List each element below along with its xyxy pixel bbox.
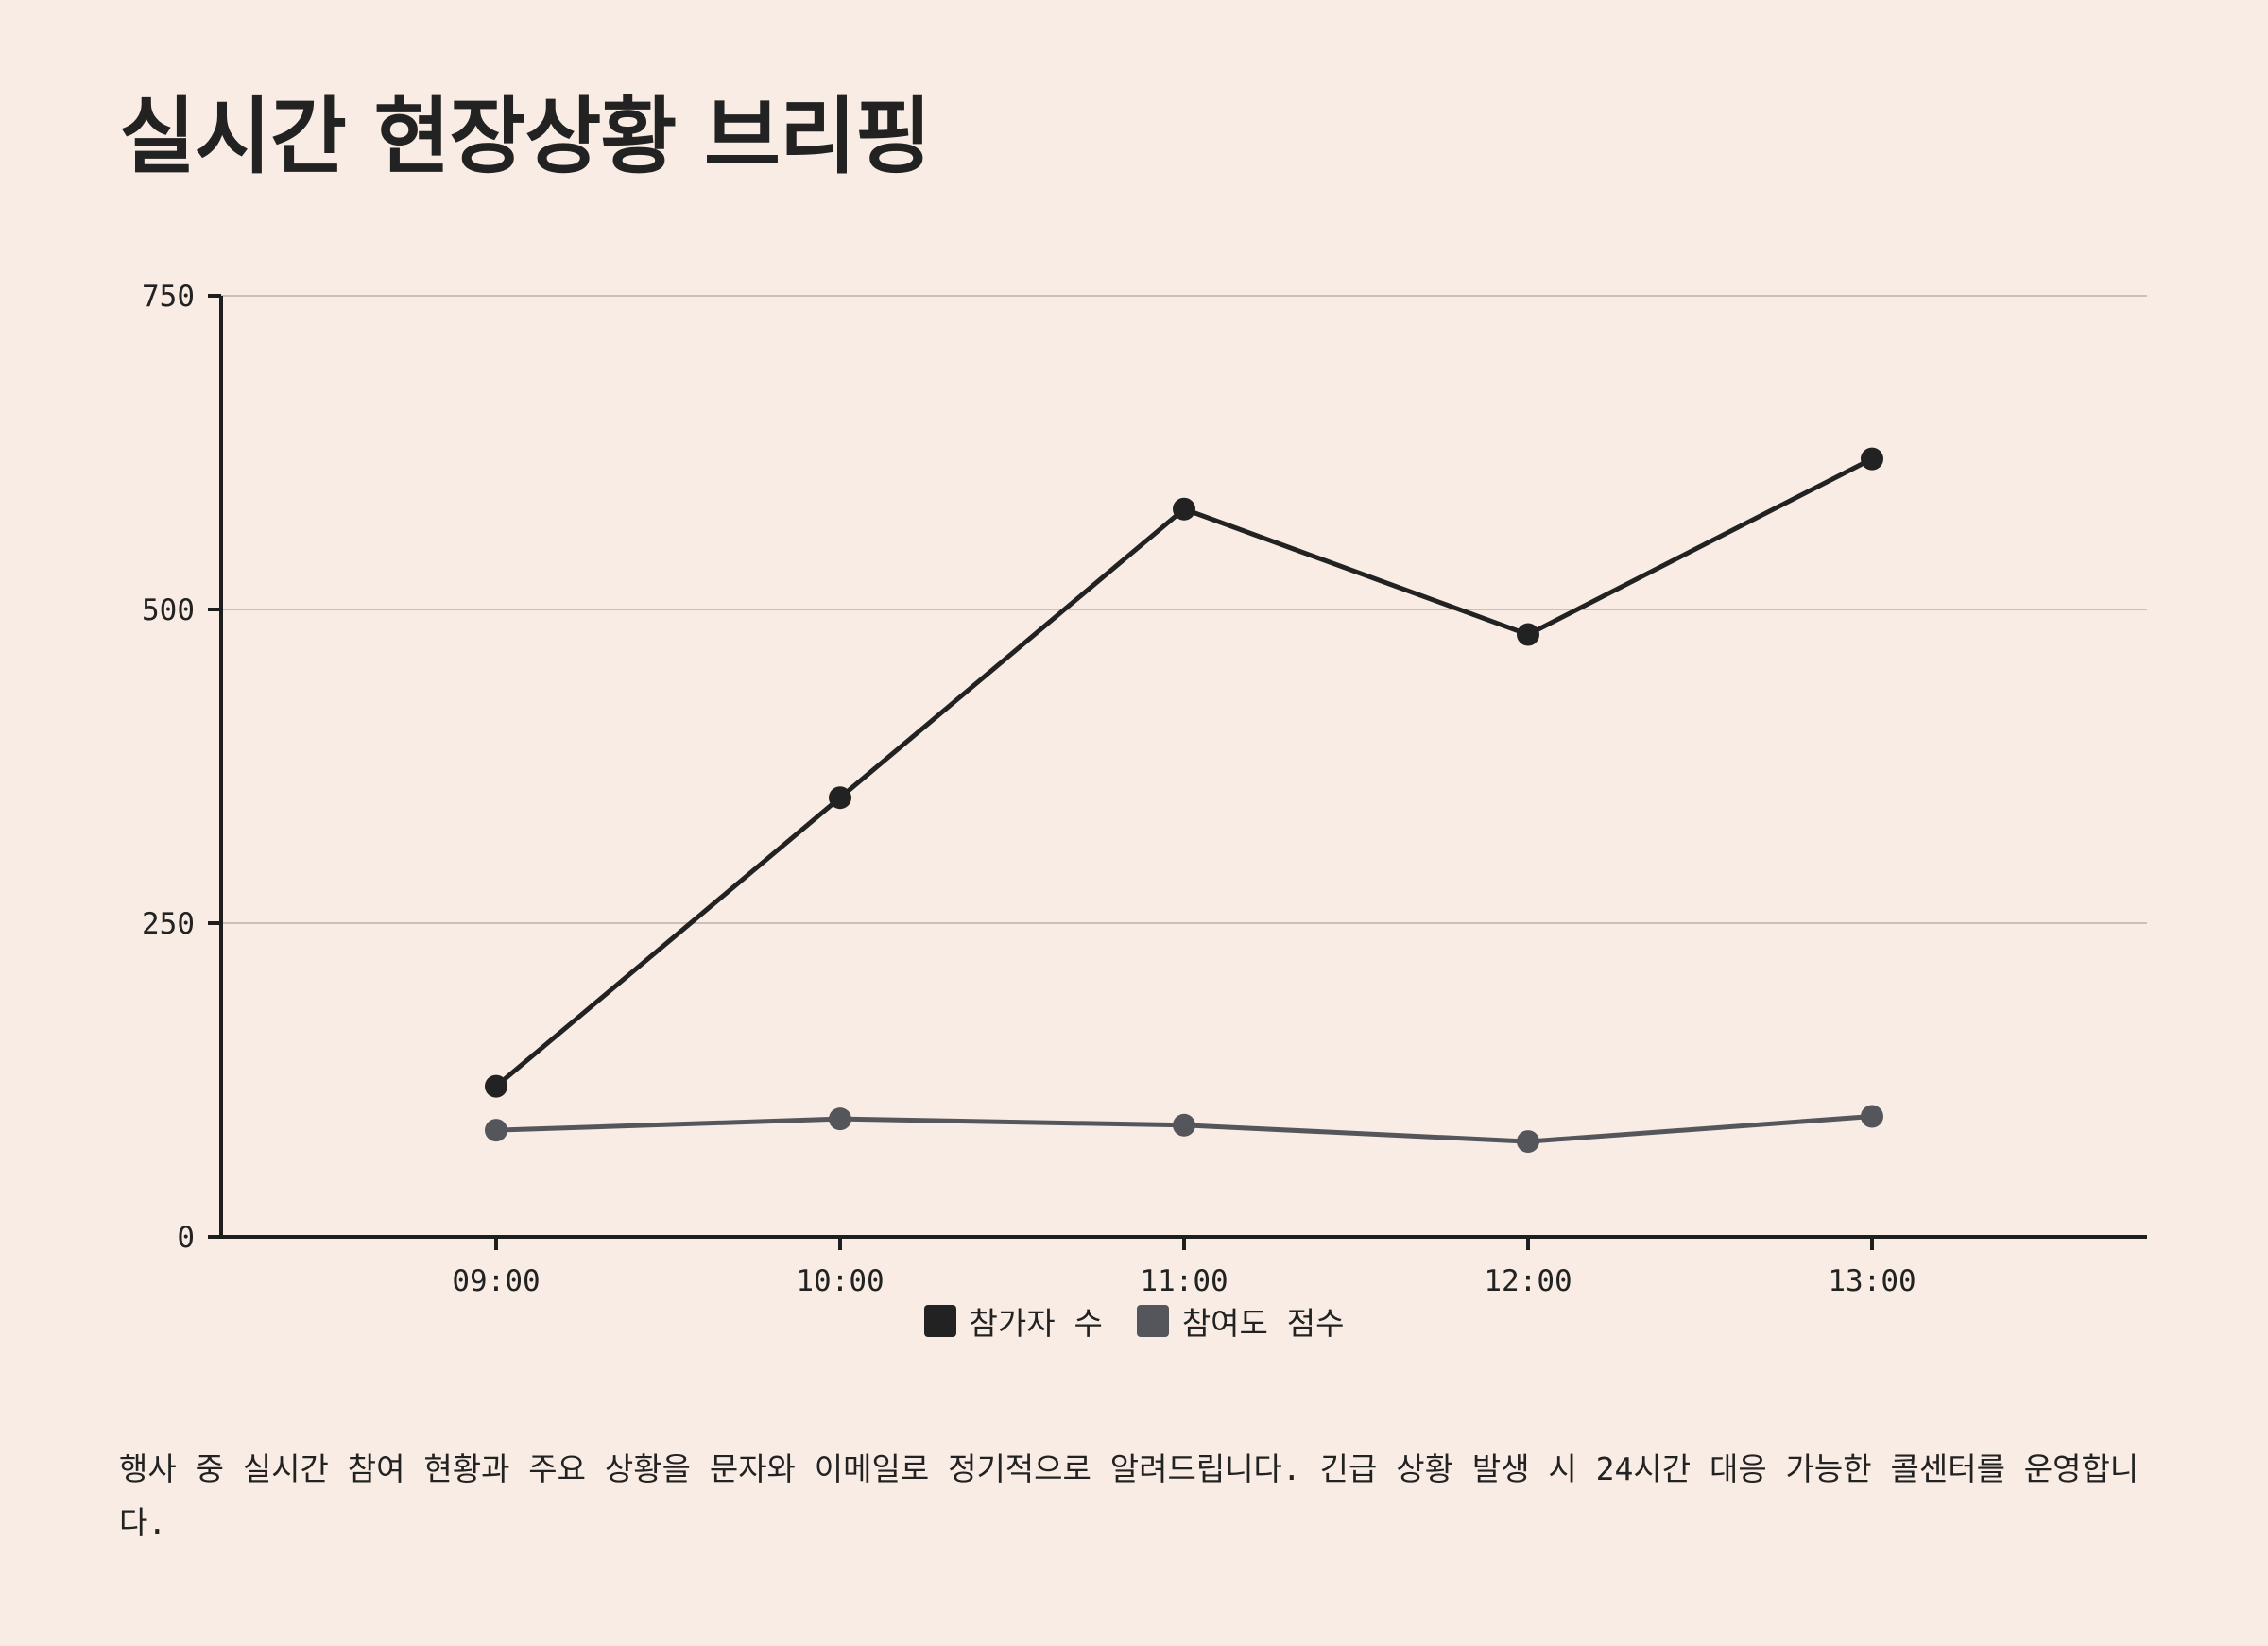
x-tick-label: 11:00: [1140, 1264, 1228, 1298]
legend-item-participants: 참가자 수: [923, 1298, 1103, 1344]
x-tick-label: 10:00: [796, 1264, 884, 1298]
data-point: [1517, 623, 1539, 646]
y-tick-label: 250: [142, 907, 195, 941]
legend-label-participants: 참가자 수: [969, 1305, 1103, 1342]
data-point: [829, 786, 851, 810]
series-participants: [485, 447, 1883, 1098]
y-tick-labels: 0 250 500 750: [142, 280, 195, 1255]
x-tick-labels: 09:00 10:00 11:00 12:00 13:00: [452, 1264, 1916, 1298]
data-point: [1861, 447, 1883, 471]
data-point: [485, 1074, 507, 1098]
legend-swatch-participants: [923, 1305, 956, 1337]
legend-label-engagement: 참여도 점수: [1181, 1305, 1345, 1342]
legend: 참가자 수 참여도 점수: [0, 1298, 2268, 1344]
data-point: [1173, 497, 1195, 521]
series-lines: [485, 447, 1883, 1154]
data-point: [1517, 1130, 1539, 1154]
data-point: [1173, 1113, 1195, 1137]
y-tick-label: 500: [142, 593, 195, 627]
gridlines: [221, 295, 2147, 924]
y-tick-label: 0: [177, 1221, 195, 1255]
y-tick-label: 750: [142, 280, 195, 314]
data-point: [485, 1119, 507, 1142]
axes: [208, 294, 2147, 1250]
data-point: [1861, 1105, 1883, 1128]
legend-swatch-engagement: [1136, 1305, 1169, 1337]
data-point: [829, 1107, 851, 1131]
x-tick-label: 12:00: [1484, 1264, 1572, 1298]
briefing-note: 행사 중 실시간 참여 현황과 주요 상황을 문자와 이메일로 정기적으로 알려…: [119, 1450, 2139, 1541]
legend-item-engagement: 참여도 점수: [1136, 1298, 1345, 1344]
x-tick-label: 09:00: [452, 1264, 540, 1298]
series-line: [494, 456, 1874, 1089]
page-title: 실시간 현장상황 브리핑: [119, 88, 932, 185]
x-tick-label: 13:00: [1828, 1264, 1916, 1298]
series-engagement: [485, 1105, 1883, 1154]
